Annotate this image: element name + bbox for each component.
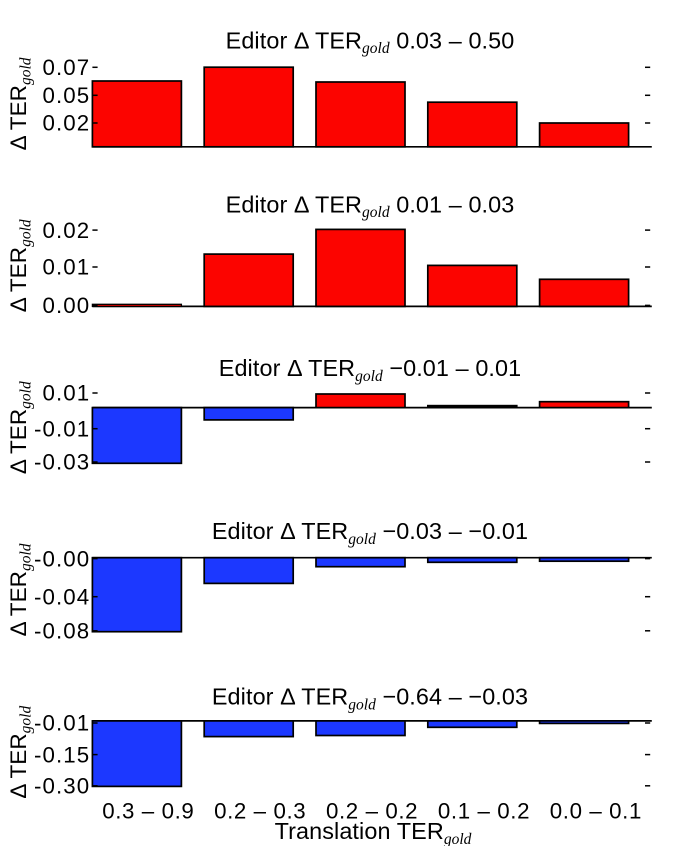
svg-text:0.05: 0.05 [43, 83, 91, 108]
svg-text:0.2 – 0.2: 0.2 – 0.2 [326, 799, 418, 824]
svg-text:-0.03: -0.03 [34, 450, 90, 475]
svg-text:0.01: 0.01 [43, 381, 91, 406]
svg-text:-0.04: -0.04 [34, 584, 90, 609]
svg-text:0.02: 0.02 [43, 111, 91, 136]
svg-text:Δ TERgold: Δ TERgold [6, 543, 35, 636]
svg-text:-0.30: -0.30 [34, 773, 90, 798]
svg-text:0.3 – 0.9: 0.3 – 0.9 [102, 799, 194, 824]
svg-text:0.07: 0.07 [43, 55, 91, 80]
svg-text:0.01: 0.01 [43, 255, 91, 280]
svg-text:-0.15: -0.15 [34, 742, 90, 767]
svg-text:-0.01: -0.01 [34, 416, 90, 441]
svg-text:0.1 – 0.2: 0.1 – 0.2 [438, 799, 530, 824]
svg-text:-0.08: -0.08 [34, 618, 90, 643]
svg-text:-0.01: -0.01 [34, 711, 90, 736]
svg-text:Editor Δ TERgold −0.01 – 0.01: Editor Δ TERgold −0.01 – 0.01 [219, 355, 522, 385]
svg-text:0.0 – 0.1: 0.0 – 0.1 [550, 799, 642, 824]
svg-text:-0.00: -0.00 [34, 546, 90, 571]
svg-text:Editor Δ TERgold −0.64 – −0.03: Editor Δ TERgold −0.64 – −0.03 [212, 684, 528, 714]
svg-text:0.2 – 0.3: 0.2 – 0.3 [214, 799, 306, 824]
svg-text:Translation TERgold: Translation TERgold [275, 818, 472, 846]
svg-text:0.00: 0.00 [43, 293, 91, 318]
svg-text:0.02: 0.02 [43, 218, 91, 243]
